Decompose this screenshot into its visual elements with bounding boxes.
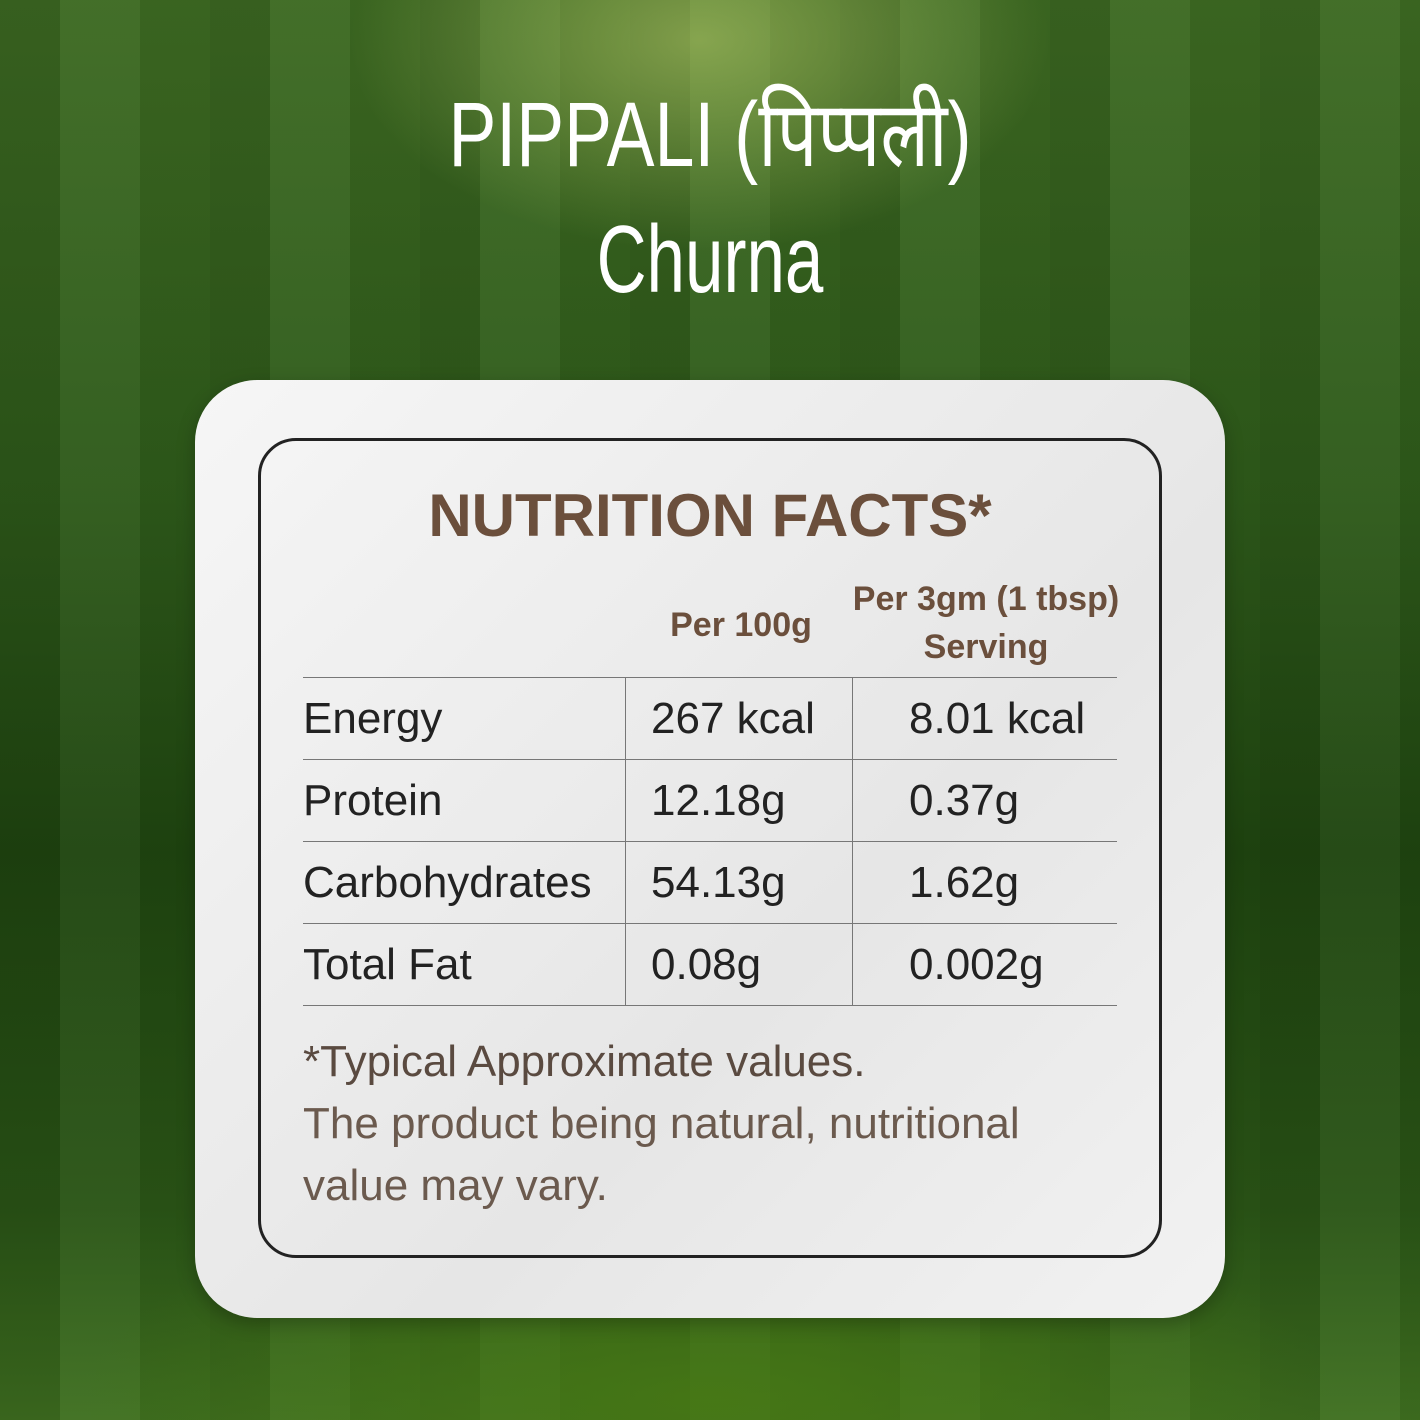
row-serving: 0.37g [852, 759, 1117, 842]
row-per100: 12.18g [625, 759, 853, 842]
row-label: Carbohydrates [303, 841, 626, 924]
nutrition-panel: NUTRITION FACTS* Per 100g Per 3gm (1 tbs… [258, 438, 1162, 1258]
nutrition-card: NUTRITION FACTS* Per 100g Per 3gm (1 tbs… [195, 380, 1225, 1318]
column-header-line1: Per 3gm (1 tbsp) [852, 580, 1120, 618]
column-header-per-serving: Per 3gm (1 tbsp) Serving [836, 575, 1136, 671]
nutrition-table: Energy 267 kcal 8.01 kcal Protein 12.18g 0.3… [303, 677, 1117, 1006]
column-header-line2: Serving [923, 628, 1049, 666]
row-label: Protein [303, 759, 626, 842]
column-header-per-100g: Per 100g [670, 606, 812, 644]
product-subtitle: Churna [596, 206, 824, 313]
footnote-line: value may vary. [303, 1161, 608, 1210]
table-row: Total Fat 0.08g 0.002g [303, 923, 1117, 1006]
footnote: *Typical Approximate values. The product… [303, 1031, 1123, 1217]
nutrition-title: NUTRITION FACTS* [428, 482, 992, 549]
row-per100: 0.08g [625, 923, 853, 1006]
row-serving: 0.002g [852, 923, 1117, 1006]
table-row: Energy 267 kcal 8.01 kcal [303, 677, 1117, 760]
table-row: Protein 12.18g 0.37g [303, 759, 1117, 842]
row-label: Energy [303, 677, 626, 760]
row-label: Total Fat [303, 923, 626, 1006]
row-per100: 267 kcal [625, 677, 853, 760]
row-per100: 54.13g [625, 841, 853, 924]
row-serving: 8.01 kcal [852, 677, 1117, 760]
footnote-line: The product being natural, nutritional [303, 1099, 1020, 1148]
product-title: PIPPALI (पिप्पली) [448, 84, 972, 186]
table-row: Carbohydrates 54.13g 1.62g [303, 841, 1117, 924]
row-serving: 1.62g [852, 841, 1117, 924]
footnote-line: *Typical Approximate values. [303, 1037, 866, 1086]
